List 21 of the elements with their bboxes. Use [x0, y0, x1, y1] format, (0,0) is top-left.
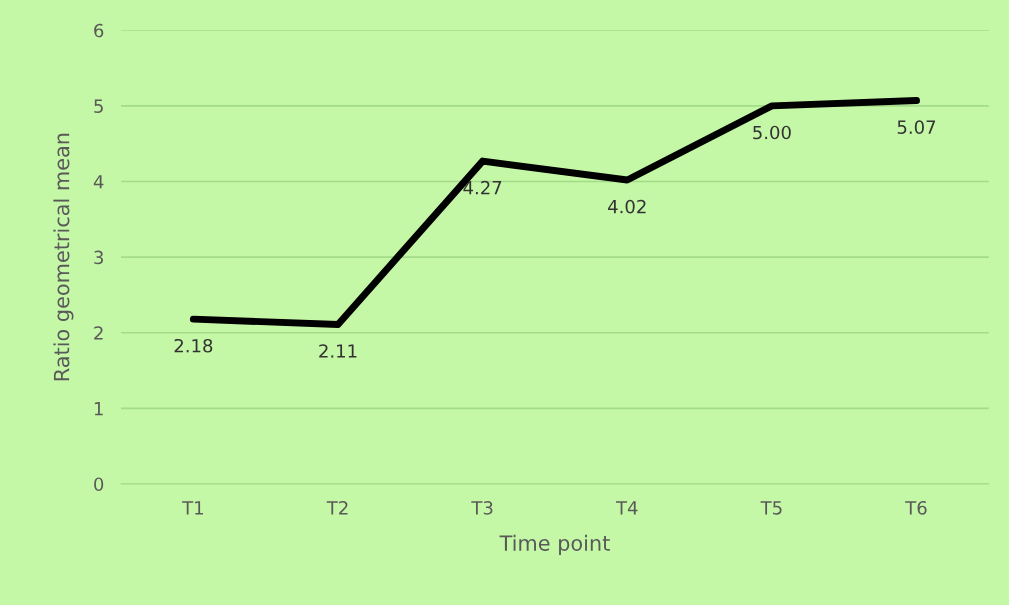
y-tick-label: 6: [94, 23, 104, 38]
x-tick-label: T6: [905, 500, 927, 515]
text: 5.07: [897, 120, 936, 134]
y-tick-label: 2: [94, 326, 103, 340]
y-tick-label: 0: [94, 477, 104, 492]
x-axis-title: Time point: [499, 534, 610, 555]
y-tick-label: 4: [93, 175, 104, 189]
y-axis-title: Ratio geometrical mean: [53, 133, 74, 381]
text: 5.00: [753, 125, 791, 140]
y-tick-label: 1: [94, 402, 103, 416]
y-tick-label: 5: [94, 99, 103, 113]
x-tick-label: T3: [471, 500, 493, 515]
y-tick-label: 3: [94, 250, 103, 265]
text: 2.18: [174, 338, 213, 353]
text: 4.02: [608, 199, 646, 214]
x-tick-label: T4: [615, 501, 638, 515]
x-tick-label: T1: [182, 501, 203, 515]
x-tick-label: T5: [760, 501, 782, 515]
x-tick-label: T2: [326, 500, 348, 515]
text: 4.27: [463, 180, 502, 195]
text: 2.11: [319, 344, 357, 358]
